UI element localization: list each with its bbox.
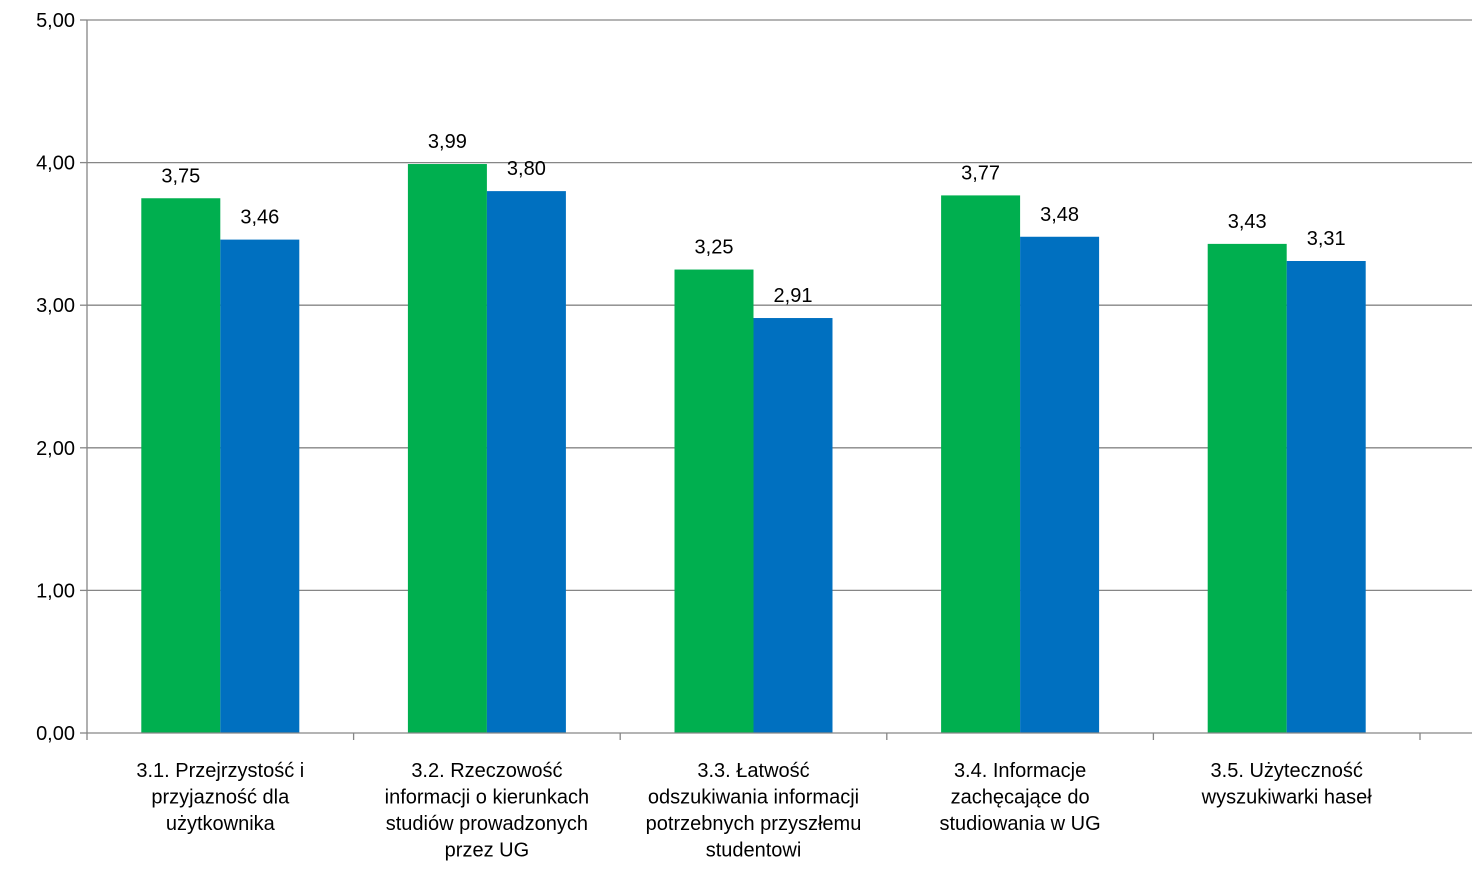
bar bbox=[1286, 260, 1366, 733]
axes: 0,00 1,00 2,00 3,00 4,00 5,00 3.1. Przejrzysto… bbox=[36, 10, 1472, 862]
bar bbox=[141, 198, 221, 733]
data-label: 3,77 bbox=[961, 162, 1000, 184]
y-tick-label: 5,00 bbox=[36, 10, 75, 32]
data-label: 2,91 bbox=[774, 285, 813, 307]
y-tick-label: 0,00 bbox=[36, 723, 75, 745]
data-label: 3,46 bbox=[240, 207, 279, 229]
data-labels: 3,75 3,99 3,25 3,77 3,43 3,46 3,80 2,91 3,48 3,31 bbox=[161, 131, 1345, 307]
data-label: 3,75 bbox=[161, 165, 200, 187]
y-tick-label: 4,00 bbox=[36, 153, 75, 175]
bar bbox=[220, 239, 300, 733]
bars bbox=[141, 164, 1366, 733]
bar bbox=[941, 195, 1021, 733]
data-label: 3,99 bbox=[428, 131, 467, 153]
x-tick-label: 3.2. Rzeczowość informacji o kierunkach st… bbox=[385, 760, 590, 862]
bar bbox=[1207, 243, 1287, 733]
bar bbox=[753, 318, 833, 733]
data-label: 3,80 bbox=[507, 158, 546, 180]
y-tick-label: 1,00 bbox=[36, 580, 75, 602]
bar bbox=[674, 269, 754, 733]
bar bbox=[1020, 236, 1100, 733]
data-label: 3,25 bbox=[695, 237, 734, 259]
y-tick-label: 2,00 bbox=[36, 438, 75, 460]
x-tick-label: 3.1. Przejrzystość i przyjazność dla użytk… bbox=[136, 760, 304, 835]
y-tick-label: 3,00 bbox=[36, 295, 75, 317]
x-tick-label: 3.4. Informacje zachęcające do studiowania… bbox=[940, 760, 1101, 835]
bar bbox=[407, 164, 487, 733]
data-label: 3,31 bbox=[1307, 228, 1346, 250]
x-tick-label: 3.5. Użyteczność wyszukiwarki haseł bbox=[1201, 760, 1373, 809]
data-label: 3,43 bbox=[1228, 211, 1267, 233]
data-label: 3,48 bbox=[1040, 204, 1079, 226]
bar bbox=[486, 191, 566, 733]
x-tick-label: 3.3. Łatwość odszukiwania informacji potrz… bbox=[646, 760, 862, 862]
